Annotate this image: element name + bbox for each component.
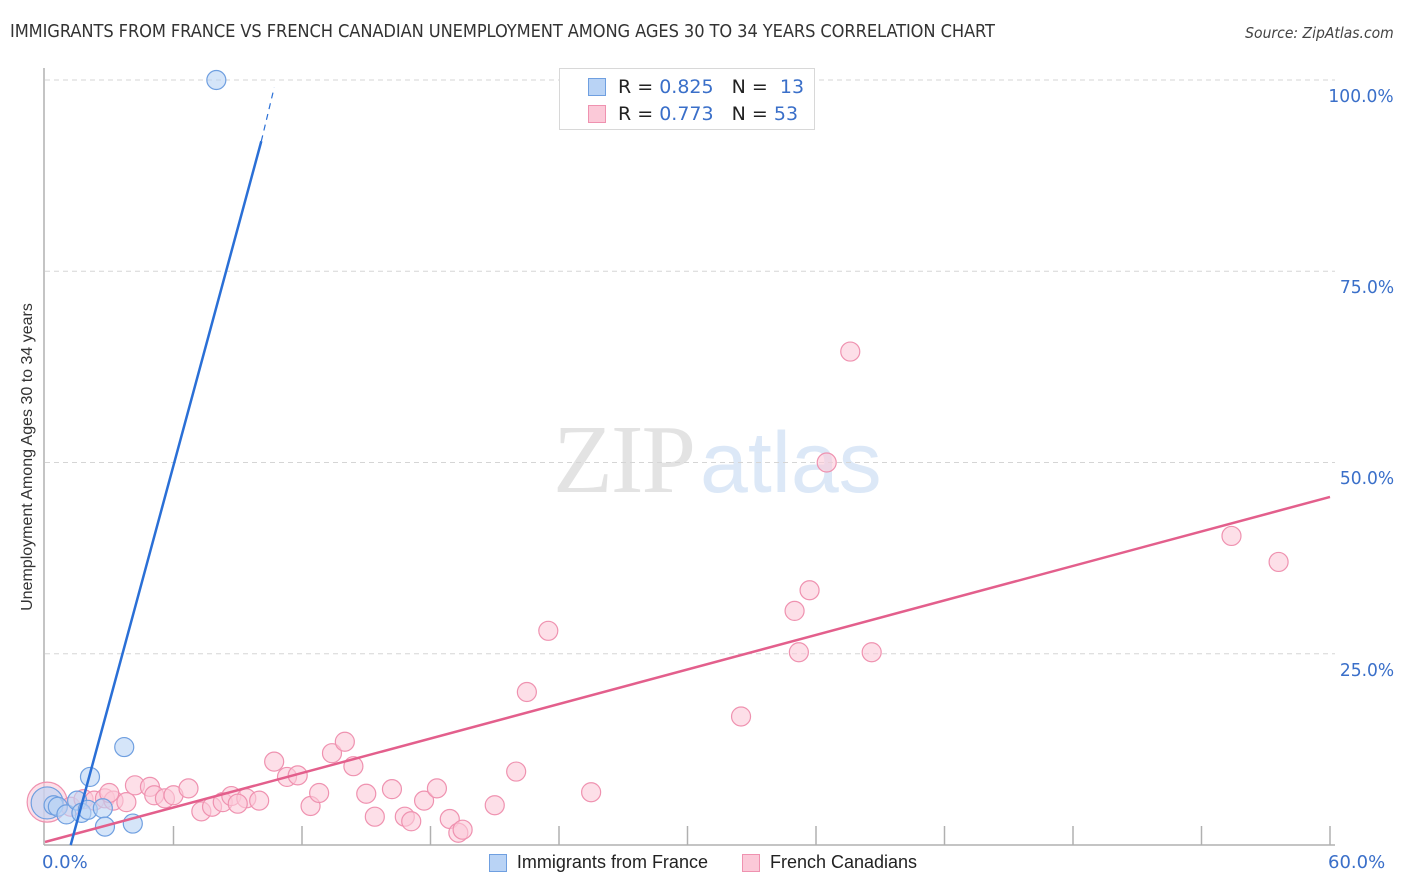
chart-legend: Immigrants from France French Canadians xyxy=(0,852,1406,873)
series-french-canadians-points xyxy=(26,341,1289,843)
data-point[interactable] xyxy=(484,795,505,816)
data-point[interactable] xyxy=(788,642,809,663)
data-point[interactable] xyxy=(784,600,805,622)
immigrants-legend-swatch xyxy=(488,853,507,872)
data-point[interactable] xyxy=(506,761,527,782)
r-label: R = xyxy=(618,103,654,125)
r-value: 0.773 xyxy=(659,103,714,125)
data-point[interactable] xyxy=(116,792,137,813)
data-point[interactable] xyxy=(538,620,559,641)
data-point[interactable] xyxy=(413,790,435,811)
french-canadians-legend-swatch xyxy=(741,853,760,872)
data-point[interactable] xyxy=(309,782,330,804)
data-point[interactable] xyxy=(1268,551,1289,573)
french-canadians-swatch xyxy=(588,105,606,123)
x-tick-60: 60.0% xyxy=(1328,852,1386,873)
chart-title: IMMIGRANTS FROM FRANCE VS FRENCH CANADIA… xyxy=(10,22,995,42)
y-tick-100: 100.0% xyxy=(1328,86,1394,107)
data-point[interactable] xyxy=(264,751,285,772)
r-value: 0.825 xyxy=(659,76,714,98)
legend-item-immigrants-from-france[interactable]: Immigrants from France xyxy=(488,852,708,873)
data-point[interactable] xyxy=(1221,525,1242,547)
data-point[interactable] xyxy=(401,811,422,832)
legend-item-french-canadians[interactable]: French Canadians xyxy=(741,852,918,873)
immigrants-trendline-extension xyxy=(260,87,275,142)
y-tick-50: 50.0% xyxy=(1339,468,1394,489)
data-point[interactable] xyxy=(381,779,403,800)
immigrants-trendline xyxy=(69,140,263,846)
r-label: R = xyxy=(618,76,654,98)
data-point[interactable] xyxy=(92,798,113,819)
data-point[interactable] xyxy=(356,783,377,804)
y-tick-25: 25.0% xyxy=(1339,660,1394,681)
data-point[interactable] xyxy=(249,790,270,811)
n-label: N = xyxy=(731,103,768,125)
data-point[interactable] xyxy=(321,743,343,764)
data-point[interactable] xyxy=(334,731,355,752)
data-point[interactable] xyxy=(799,580,820,601)
series-immigrants-from-france-points xyxy=(30,69,227,837)
legend-label: Immigrants from France xyxy=(516,852,708,872)
axes xyxy=(43,68,1335,846)
y-axis-label: Unemployment Among Ages 30 to 34 years xyxy=(19,303,36,611)
data-point[interactable] xyxy=(227,793,248,814)
data-point[interactable] xyxy=(452,819,473,840)
trendlines xyxy=(44,87,1331,846)
data-point[interactable] xyxy=(816,452,837,473)
data-point[interactable] xyxy=(114,736,135,758)
data-point[interactable] xyxy=(178,778,199,799)
n-value: 53 xyxy=(773,103,799,125)
n-label: N = xyxy=(731,76,768,98)
legend-label: French Canadians xyxy=(769,852,918,872)
stats-row-french-canadians: R = 0.773 N = 53 xyxy=(588,102,798,126)
x-tick-0: 0.0% xyxy=(42,852,88,873)
gridlines xyxy=(45,79,1335,655)
data-point[interactable] xyxy=(730,706,752,727)
data-point[interactable] xyxy=(840,341,861,362)
data-point[interactable] xyxy=(581,782,602,803)
french-canadians-trendline xyxy=(44,495,1331,844)
stats-row-immigrants: R = 0.825 N = 13 xyxy=(588,75,804,99)
data-point[interactable] xyxy=(206,69,227,91)
data-point[interactable] xyxy=(516,681,537,703)
data-point[interactable] xyxy=(364,806,385,827)
y-tick-75: 75.0% xyxy=(1339,277,1394,298)
source-credit: Source: ZipAtlas.com xyxy=(1245,24,1394,42)
data-point[interactable] xyxy=(426,778,448,799)
n-value: 13 xyxy=(779,76,805,98)
immigrants-swatch xyxy=(588,78,606,96)
correlation-stats-box: R = 0.825 N = 13 R = 0.773 N = 53 xyxy=(559,68,815,130)
data-point[interactable] xyxy=(861,642,882,663)
